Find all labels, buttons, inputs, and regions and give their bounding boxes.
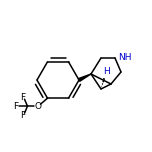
Text: F: F	[20, 111, 25, 120]
Text: H: H	[103, 67, 109, 76]
Text: F: F	[20, 93, 25, 102]
Text: F: F	[13, 102, 18, 111]
Text: NH: NH	[118, 52, 131, 62]
Text: O: O	[35, 102, 42, 111]
Polygon shape	[78, 74, 91, 81]
